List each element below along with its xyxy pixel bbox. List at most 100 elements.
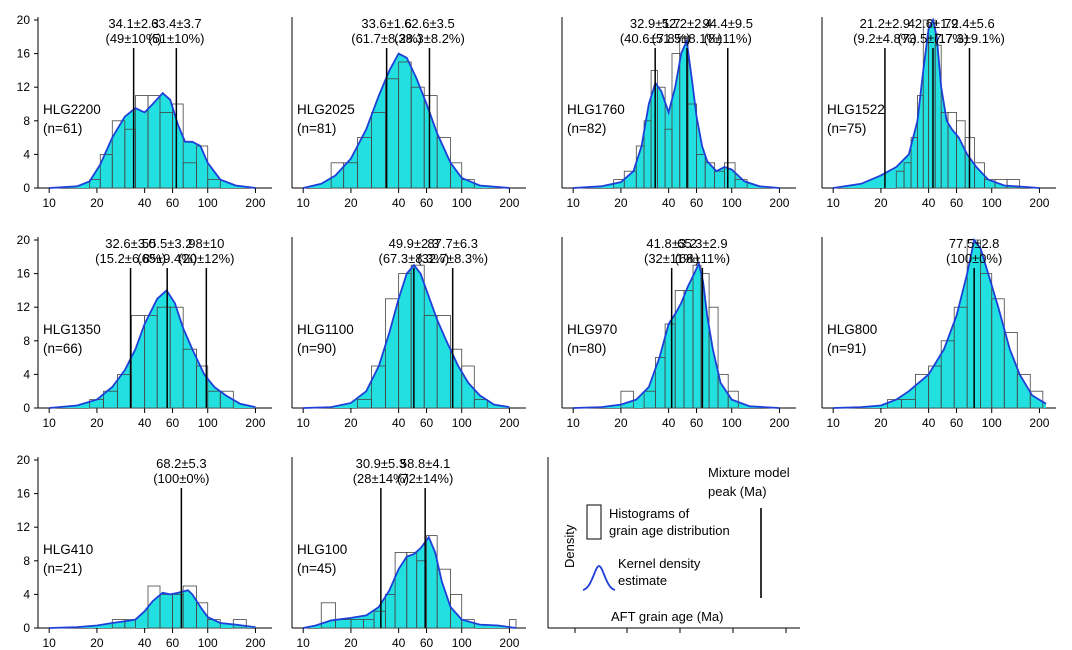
- legend-kde-label: Kernel density: [618, 556, 701, 571]
- sample-name: HLG1760: [567, 102, 625, 117]
- x-tick-label: 100: [982, 196, 1002, 210]
- peak-proportion-label: (72±14%): [397, 471, 453, 486]
- peak-age-label: 34.1±2.3: [108, 16, 159, 31]
- peak-age-label: 94.4±9.5: [702, 16, 753, 31]
- kde-curve: [303, 535, 517, 629]
- peak-proportion-label: (65±9.4%): [137, 251, 197, 266]
- x-tick-label: 60: [166, 416, 180, 430]
- sample-count: (n=45): [297, 561, 336, 576]
- histogram-bar: [172, 103, 184, 189]
- x-tick-label: 20: [874, 196, 888, 210]
- y-tick-label: 4: [23, 587, 30, 601]
- peak-proportion-label: (73.5±7.7%): [898, 31, 969, 46]
- x-tick-label: 20: [344, 416, 358, 430]
- kde-curve: [49, 91, 256, 189]
- histogram-bar: [724, 162, 736, 189]
- peak-age-label: 62.6±3.5: [404, 16, 455, 31]
- peak-proportion-label: (20±12%): [178, 251, 234, 266]
- x-tick-label: 100: [198, 196, 218, 210]
- x-tick-label: 10: [43, 416, 57, 430]
- peak-proportion-label: (67.3±8.3%): [378, 251, 449, 266]
- x-tick-label: 20: [614, 196, 628, 210]
- peak-age-label: 32.9±1.7: [630, 16, 681, 31]
- x-tick-label: 10: [297, 636, 311, 650]
- histogram-bar: [450, 162, 463, 189]
- peak-proportion-label: (68±11%): [675, 251, 730, 266]
- legend-y-label: Density: [562, 524, 577, 568]
- x-tick-label: 200: [245, 196, 265, 210]
- peak-proportion-label: (100±0%): [153, 471, 209, 486]
- y-tick-label: 8: [23, 334, 30, 348]
- kde-curve: [49, 589, 256, 629]
- x-tick-label: 20: [874, 416, 888, 430]
- x-tick-label: 20: [344, 196, 358, 210]
- peak-age-label: 77.5±2.8: [949, 236, 1000, 251]
- x-tick-label: 200: [769, 196, 789, 210]
- x-tick-label: 10: [567, 196, 581, 210]
- peak-proportion-label: (40.6±7.8%): [620, 31, 691, 46]
- x-tick-label: 40: [922, 416, 936, 430]
- legend-kde-swatch: [582, 565, 616, 591]
- peak-age-label: 41.8±3.2: [646, 236, 697, 251]
- peak-age-label: 30.9±5.3: [356, 456, 407, 471]
- peak-proportion-label: (8±11%): [704, 31, 752, 46]
- peak-age-label: 58.8±4.1: [400, 456, 451, 471]
- y-tick-label: 20: [17, 13, 31, 27]
- peak-age-label: 68.2±5.3: [156, 456, 207, 471]
- histogram-bar: [1029, 390, 1044, 409]
- peak-age-label: 49.9±2.3: [389, 236, 440, 251]
- x-tick-label: 100: [452, 416, 472, 430]
- kde-area: [303, 53, 510, 188]
- sample-name: HLG1522: [827, 102, 885, 117]
- histogram-bar: [196, 365, 209, 409]
- y-tick-label: 20: [17, 453, 31, 467]
- peak-proportion-label: (15.2±6.8%): [95, 251, 166, 266]
- histogram-bar: [734, 179, 748, 189]
- histogram-bar: [196, 602, 209, 629]
- histogram-bar: [1006, 179, 1021, 189]
- x-tick-label: 200: [499, 196, 519, 210]
- x-tick-label: 100: [982, 416, 1002, 430]
- peak-age-label: 42.6±1.9: [908, 16, 959, 31]
- x-tick-label: 40: [662, 416, 676, 430]
- kde-area: [303, 265, 510, 408]
- histogram-bar: [320, 602, 336, 629]
- legend-histogram-label: grain age distribution: [609, 523, 730, 538]
- x-tick-label: 10: [297, 416, 311, 430]
- kde-curve: [833, 17, 1040, 189]
- kde-area: [573, 41, 780, 188]
- histogram-bar: [196, 145, 209, 189]
- x-tick-label: 100: [452, 636, 472, 650]
- panel-hlg1100: 10 20 40 60 100 200 49.9±2.3(67.3±8.3%)87.7±6.…: [291, 236, 526, 430]
- panel-hlg100: 10 20 40 60 100 200 30.9±5.3(28±14%)58.8±4.1(7…: [291, 456, 526, 650]
- kde-area: [833, 20, 1040, 188]
- x-tick-label: 40: [922, 196, 936, 210]
- peak-age-label: 72.4±5.6: [944, 16, 995, 31]
- x-tick-label: 10: [43, 196, 57, 210]
- legend-histogram-label: Histograms of: [609, 506, 690, 521]
- sample-name: HLG970: [567, 322, 617, 337]
- panel-hlg1760: 10 20 40 60 100 200 32.9±1.7(40.6±7.8%)52.2±2.…: [561, 16, 796, 210]
- kde-area: [49, 290, 256, 408]
- x-tick-label: 200: [245, 636, 265, 650]
- histogram-bar: [450, 594, 463, 629]
- peak-age-label: 55.5±3.2: [142, 236, 193, 251]
- x-tick-label: 20: [90, 416, 104, 430]
- peak-age-label: 63.4±3.7: [151, 16, 202, 31]
- y-tick-label: 0: [23, 401, 30, 415]
- x-tick-label: 200: [769, 416, 789, 430]
- x-tick-label: 10: [827, 416, 841, 430]
- legend-x-label: AFT grain age (Ma): [611, 609, 723, 624]
- x-tick-label: 60: [950, 196, 964, 210]
- kde-curve: [573, 260, 780, 409]
- x-tick-label: 20: [90, 196, 104, 210]
- kde-curve: [833, 237, 1047, 409]
- histogram-bar: [727, 390, 739, 409]
- peak-age-label: 65.3±2.9: [677, 236, 728, 251]
- x-tick-label: 200: [1029, 416, 1049, 430]
- kde-curve: [303, 263, 510, 409]
- legend-histogram-swatch: [586, 504, 602, 540]
- sample-name: HLG410: [43, 542, 93, 557]
- x-tick-label: 40: [662, 196, 676, 210]
- sample-count: (n=82): [567, 121, 606, 136]
